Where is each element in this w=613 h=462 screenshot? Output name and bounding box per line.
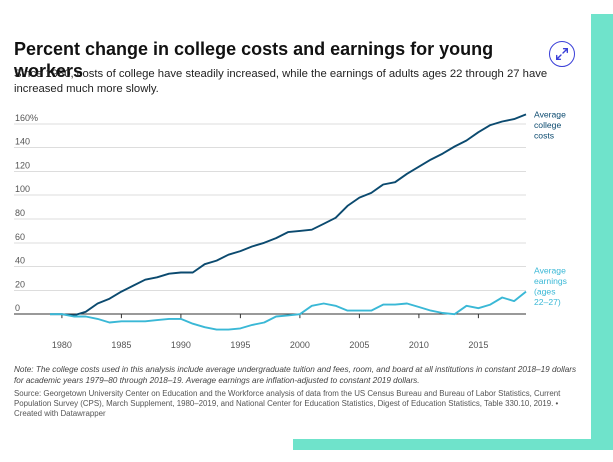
chart-note: Note: The college costs used in this ana…: [14, 365, 577, 385]
y-tick-label: 120: [15, 160, 30, 170]
series-line-earnings: [50, 290, 527, 331]
series-label-earnings: (ages: [534, 287, 556, 297]
y-tick-label: 20: [15, 279, 25, 289]
series-label-earnings: Average: [534, 266, 566, 276]
chart-title: Percent change in college costs and earn…: [14, 39, 494, 81]
y-tick-label: 40: [15, 256, 25, 266]
series-label-college-costs: Average: [534, 109, 566, 119]
series-label-earnings: 22–27): [534, 297, 561, 307]
y-tick-label: 0: [15, 303, 20, 313]
x-axis: 1980 1985 1990 1995 2000 2005 2010 2015: [52, 314, 488, 350]
x-tick-label: 1985: [111, 340, 131, 350]
expand-button[interactable]: [549, 41, 575, 67]
y-tick-label: 80: [15, 208, 25, 218]
chart-subtitle: Since 1980, costs of college have steadi…: [14, 68, 548, 95]
grid-lines: [14, 123, 526, 315]
x-tick-label: 2010: [409, 340, 429, 350]
series-lines: [50, 113, 527, 331]
x-tick-label: 1995: [230, 340, 250, 350]
x-tick-label: 2015: [468, 340, 488, 350]
series-labels: AveragecollegecostsAverageearnings(ages2…: [534, 109, 567, 307]
series-line-college-costs: [50, 113, 527, 317]
series-label-earnings: earnings: [534, 276, 567, 286]
y-tick-label: 160%: [15, 113, 38, 123]
chart-card: Percent change in college costs and earn…: [14, 39, 577, 419]
x-tick-label: 1980: [52, 340, 72, 350]
x-tick-label: 2000: [290, 340, 310, 350]
x-tick-label: 2005: [349, 340, 369, 350]
chart-source: Source: Georgetown University Center on …: [14, 389, 561, 419]
y-tick-label: 100: [15, 184, 30, 194]
y-tick-label: 140: [15, 137, 30, 147]
series-label-college-costs: college: [534, 120, 561, 130]
line-chart: 0 20 40 60 80 100 120 140 160% 1980 1985 1990 1995 2…: [14, 109, 567, 350]
x-tick-label: 1990: [171, 340, 191, 350]
series-label-college-costs: costs: [534, 130, 554, 140]
expand-arrows-icon: [556, 48, 568, 60]
y-tick-label: 60: [15, 232, 25, 242]
y-axis: 0 20 40 60 80 100 120 140 160%: [15, 113, 38, 313]
